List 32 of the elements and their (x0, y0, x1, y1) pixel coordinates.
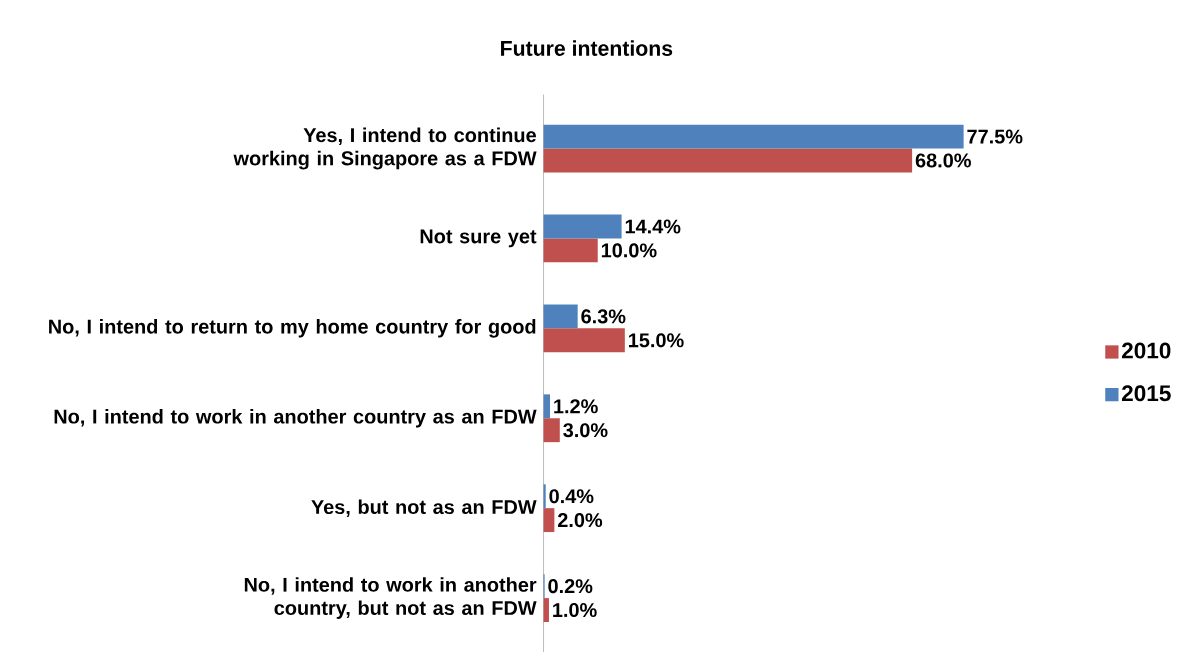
data-label: 14.4% (625, 219, 681, 234)
y-tick-label: No, I intend to return to my home country for good (49, 319, 536, 338)
bar (543, 124, 964, 149)
bar (543, 394, 551, 419)
bar (543, 238, 598, 263)
data-label: 2.0% (557, 513, 603, 528)
y-tick-label: Yes, but not as an FDW (311, 499, 537, 517)
data-label: 1.2% (554, 399, 598, 414)
data-label: 0.4% (549, 489, 594, 504)
legend-label: 2010 (1121, 342, 1171, 359)
data-label: 77.5% (967, 129, 1023, 144)
bar (543, 214, 622, 239)
y-tick-label: Not sure yet (420, 229, 537, 248)
data-label: 1.0% (553, 603, 597, 618)
bar (543, 508, 555, 533)
data-label: 6.3% (581, 309, 626, 324)
bar (543, 328, 625, 353)
bar (543, 148, 913, 173)
y-tick-label: No, I intend to work in another country, but not as an FDW (244, 577, 537, 619)
bar (543, 304, 578, 329)
data-label: 0.2% (548, 579, 593, 594)
data-label: 68.0% (915, 153, 971, 168)
legend-label: 2015 (1121, 385, 1171, 402)
bar (543, 418, 560, 443)
data-label: 15.0% (629, 333, 684, 348)
chart-title: Future intentions (501, 40, 673, 56)
y-tick-label: Yes, I intend to continue working in Singapore as a FDW (233, 127, 537, 170)
bar (543, 598, 549, 623)
data-label: 10.0% (601, 243, 657, 258)
data-label: 3.0% (563, 423, 608, 438)
y-tick-label: No, I intend to work in another country as an FDW (54, 409, 537, 428)
bar (543, 484, 546, 509)
